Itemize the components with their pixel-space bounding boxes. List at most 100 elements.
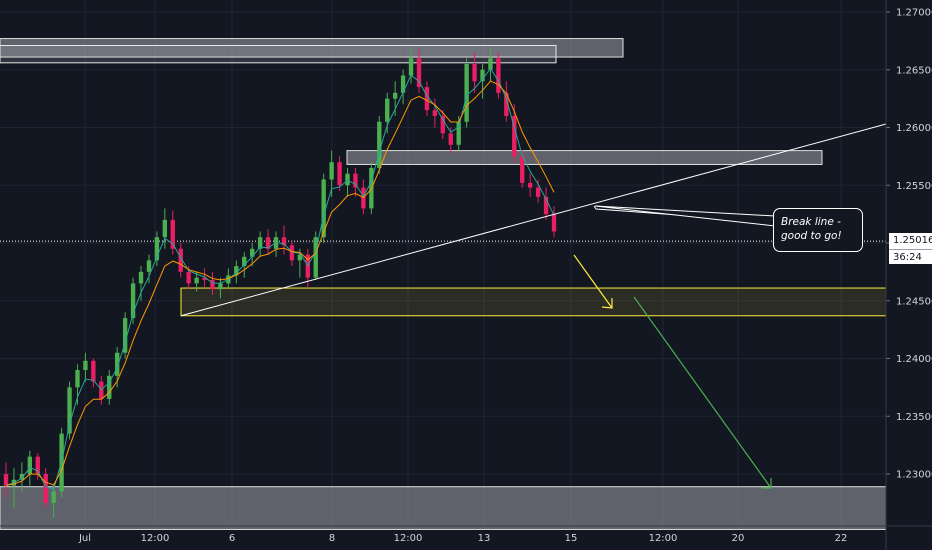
x-tick-label: 20 bbox=[732, 533, 745, 544]
candle-body bbox=[424, 87, 430, 111]
candle-body bbox=[186, 271, 191, 284]
drawings bbox=[180, 123, 887, 489]
candle-body bbox=[27, 456, 33, 474]
candle-body bbox=[432, 110, 438, 116]
candle-body bbox=[91, 360, 96, 382]
ema-line bbox=[5, 80, 555, 486]
mid-resistance-zone bbox=[346, 150, 823, 165]
candle-body bbox=[377, 121, 382, 168]
candle-body bbox=[543, 196, 549, 215]
candle-body bbox=[488, 58, 493, 70]
candle-body bbox=[408, 58, 414, 76]
candle-body bbox=[321, 179, 326, 238]
candle-body bbox=[146, 260, 152, 272]
candle-body bbox=[43, 474, 48, 503]
candle-body bbox=[234, 266, 239, 276]
y-tick-label: 1.25500 bbox=[896, 181, 932, 192]
candle-body bbox=[472, 63, 477, 82]
y-tick-label: 1.24500 bbox=[896, 296, 932, 307]
ema-line bbox=[5, 67, 555, 490]
candle-body bbox=[107, 375, 112, 399]
yellow-down-arrow bbox=[573, 254, 613, 309]
candle-body bbox=[250, 248, 255, 257]
y-tick-label: 1.27000 bbox=[896, 8, 932, 19]
candle-body bbox=[170, 219, 175, 249]
candle-body bbox=[83, 360, 88, 371]
break-line-callout: Break line - good to go! bbox=[773, 208, 863, 252]
time-axis[interactable]: Jul 12:00 6 8 12:00 13 15 12:00 20 22 bbox=[0, 525, 932, 544]
candle-body bbox=[194, 277, 199, 284]
top-resistance-zone bbox=[0, 38, 624, 58]
candle-body bbox=[130, 283, 136, 319]
x-tick-label: 6 bbox=[229, 533, 235, 544]
trendline bbox=[180, 123, 887, 317]
candle-body bbox=[297, 254, 303, 261]
y-tick-label: 1.23500 bbox=[896, 412, 932, 423]
candle-body bbox=[178, 248, 183, 272]
candle-body bbox=[67, 387, 72, 434]
candle-body bbox=[210, 279, 215, 290]
candle-body bbox=[202, 277, 207, 280]
candle-body bbox=[115, 352, 120, 376]
support-zone-yellow bbox=[180, 287, 887, 317]
callout-line-1: Break line - bbox=[781, 216, 841, 228]
candle-body bbox=[3, 474, 9, 486]
candle-body bbox=[345, 173, 350, 186]
candle-body bbox=[440, 115, 445, 134]
candle-body bbox=[456, 121, 461, 145]
candle-body bbox=[138, 271, 144, 284]
candle-body bbox=[400, 75, 406, 93]
candle-body bbox=[19, 474, 25, 480]
candle-body bbox=[416, 58, 422, 88]
candle-body bbox=[353, 173, 358, 188]
candle-body bbox=[535, 187, 541, 197]
candle-body bbox=[162, 219, 168, 238]
candle-body bbox=[520, 156, 525, 183]
candle-body bbox=[51, 491, 56, 503]
candle-body bbox=[329, 162, 334, 180]
candle-body bbox=[257, 237, 263, 249]
candle-body bbox=[218, 283, 223, 290]
x-tick-label: 12:00 bbox=[141, 533, 170, 544]
candle-body bbox=[385, 98, 390, 122]
candle-body bbox=[496, 58, 501, 93]
candle-body bbox=[75, 370, 80, 388]
candle-body bbox=[313, 237, 318, 278]
candle-body bbox=[551, 214, 557, 232]
candle-body bbox=[281, 237, 287, 246]
candle-body bbox=[99, 381, 104, 399]
bottom-support-zone bbox=[0, 486, 887, 530]
x-tick-label: 13 bbox=[478, 533, 491, 544]
candle-body bbox=[464, 63, 469, 122]
candle-body bbox=[504, 92, 509, 116]
candle-body bbox=[154, 237, 160, 261]
y-tick-label: 1.26000 bbox=[896, 123, 932, 134]
x-tick-label: 15 bbox=[565, 533, 578, 544]
candle-body bbox=[392, 92, 398, 99]
green-arrow-head bbox=[761, 478, 772, 489]
candle-body bbox=[265, 237, 271, 249]
top-zone-inner-box bbox=[0, 44, 557, 64]
candle-body bbox=[480, 69, 485, 82]
x-tick-label: 12:00 bbox=[649, 533, 678, 544]
y-tick-label: 1.26500 bbox=[896, 65, 932, 76]
bar-countdown-label: 36:24 bbox=[889, 249, 932, 264]
y-tick-label: 1.24000 bbox=[896, 354, 932, 365]
x-tick-label: Jul bbox=[78, 533, 91, 544]
y-tick-label: 1.23000 bbox=[896, 470, 932, 481]
x-tick-label: 12:00 bbox=[394, 533, 423, 544]
candle-body bbox=[448, 133, 453, 145]
candle-body bbox=[242, 256, 247, 267]
callout-line-2: good to go! bbox=[781, 230, 842, 242]
moving-averages bbox=[5, 67, 555, 490]
zones bbox=[0, 38, 887, 530]
last-price-label: 1.25016 bbox=[889, 233, 932, 249]
yellow-arrow-head bbox=[601, 298, 613, 309]
x-tick-label: 22 bbox=[835, 533, 848, 544]
candle-body bbox=[512, 115, 517, 157]
green-down-arrow bbox=[633, 296, 772, 489]
candle-body bbox=[527, 182, 533, 188]
candle-body bbox=[337, 162, 342, 186]
candle-body bbox=[122, 318, 128, 353]
